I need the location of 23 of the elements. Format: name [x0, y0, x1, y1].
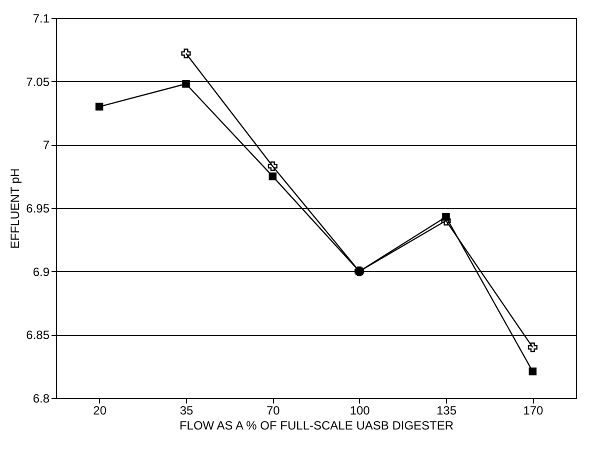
x-axis-title: FLOW AS A % OF FULL-SCALE UASB DIGESTER	[179, 418, 454, 432]
point	[442, 212, 450, 221]
point	[181, 48, 191, 58]
y-tick-label: 6.9	[32, 264, 50, 279]
point	[268, 161, 278, 171]
point	[95, 102, 104, 111]
y-tick-label: 7.1	[32, 12, 50, 26]
y-tick-label: 6.85	[26, 328, 50, 342]
x-tick-label: 135	[436, 404, 457, 418]
x-tick-label: 100	[350, 404, 370, 418]
y-tick-label: 6.95	[26, 202, 50, 216]
point	[268, 172, 277, 180]
point	[182, 80, 190, 88]
point	[528, 342, 538, 352]
y-tick-label: 7	[42, 138, 50, 152]
x-tick-label: 170	[523, 404, 544, 418]
y-tick-label: 6.8	[32, 392, 50, 406]
x-tick-label: 70	[266, 404, 280, 418]
y-tick-label: 7.05	[26, 74, 50, 89]
point	[528, 368, 537, 376]
x-tick-label: 20	[93, 404, 107, 418]
x-tick-label: 35	[180, 404, 194, 418]
y-axis-title: EFFLUENT pH	[8, 168, 22, 249]
